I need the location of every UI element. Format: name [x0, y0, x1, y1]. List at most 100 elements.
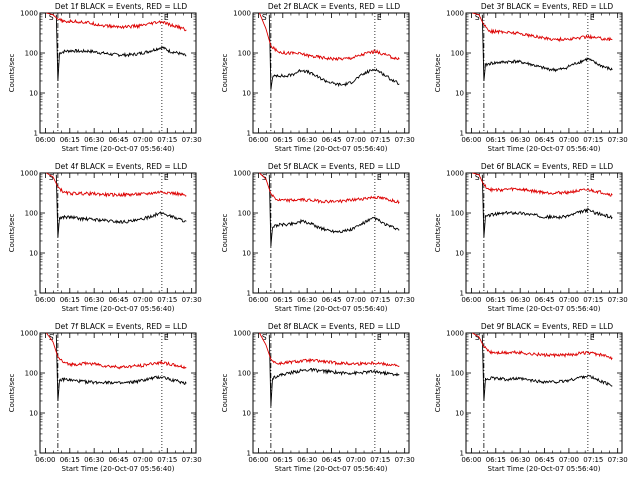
y-axis-label: Counts/sec	[434, 374, 442, 413]
marker-label-e: E	[164, 13, 169, 22]
x-tick-label: 06:30	[297, 456, 317, 464]
x-tick-label: 06:45	[534, 296, 554, 304]
y-tick-label: 100	[238, 210, 251, 218]
x-tick-label: 07:30	[182, 136, 202, 144]
marker-label-s: S	[262, 13, 267, 22]
y-tick-label: 1	[34, 290, 38, 298]
y-tick-label: 1	[34, 130, 38, 138]
x-tick-label: 06:30	[510, 456, 530, 464]
x-tick-label: 07:00	[133, 296, 153, 304]
x-tick-label: 07:30	[395, 456, 415, 464]
x-tick-label: 06:45	[108, 136, 128, 144]
x-tick-label: 07:30	[395, 296, 415, 304]
y-axis-label: Counts/sec	[221, 214, 229, 253]
x-tick-label: 06:45	[321, 136, 341, 144]
x-axis-label: Start Time (20-Oct-07 05:56:40)	[488, 305, 601, 313]
y-tick-label: 1000	[233, 170, 251, 178]
x-tick-label: 06:00	[248, 296, 268, 304]
x-tick-label: 07:15	[370, 456, 390, 464]
series-line-lld	[472, 332, 613, 361]
y-tick-label: 10	[455, 250, 464, 258]
x-tick-label: 06:15	[60, 456, 80, 464]
y-tick-label: 1	[460, 130, 464, 138]
x-tick-label: 07:15	[157, 456, 177, 464]
y-tick-label: 100	[238, 50, 251, 58]
x-tick-label: 06:15	[486, 456, 506, 464]
chart-title: Det 4f BLACK = Events, RED = LLD	[55, 162, 188, 171]
chart-title: Det 1f BLACK = Events, RED = LLD	[55, 2, 188, 11]
series-line-events	[55, 174, 187, 238]
y-axis-label: Counts/sec	[221, 54, 229, 93]
x-tick-label: 07:15	[157, 136, 177, 144]
y-tick-label: 100	[451, 210, 464, 218]
series-line-events	[55, 334, 187, 402]
y-tick-label: 1	[247, 290, 251, 298]
x-tick-label: 06:30	[297, 296, 317, 304]
x-tick-label: 06:30	[84, 456, 104, 464]
y-tick-label: 10	[29, 90, 38, 98]
y-axis-label: Counts/sec	[434, 214, 442, 253]
series-line-events	[268, 174, 400, 247]
series-line-events	[55, 14, 187, 82]
x-tick-label: 06:30	[84, 296, 104, 304]
plot-frame	[252, 172, 410, 294]
series-line-lld	[46, 172, 187, 198]
chart-5: Det 5f BLACK = Events, RED = LLD 1 10 100 10…	[221, 162, 415, 313]
plot-frame	[252, 12, 410, 134]
plot-frame	[465, 332, 623, 454]
y-tick-label: 10	[455, 410, 464, 418]
x-tick-label: 06:45	[534, 456, 554, 464]
series-line-lld	[472, 172, 613, 197]
plot-frame	[39, 12, 197, 134]
x-tick-label: 06:30	[510, 296, 530, 304]
x-tick-label: 06:00	[35, 136, 55, 144]
x-tick-label: 07:00	[133, 136, 153, 144]
x-tick-label: 07:00	[559, 456, 579, 464]
x-tick-label: 06:45	[321, 456, 341, 464]
detector-panel-1: Det 1f BLACK = Events, RED = LLD 1 10 100 10…	[0, 0, 213, 160]
marker-label-s: S	[49, 173, 54, 182]
plot-frame	[252, 332, 410, 454]
chart-title: Det 6f BLACK = Events, RED = LLD	[481, 162, 614, 171]
marker-label-e: E	[590, 173, 595, 182]
y-tick-label: 10	[29, 250, 38, 258]
x-tick-label: 07:00	[346, 136, 366, 144]
x-tick-label: 06:00	[35, 296, 55, 304]
x-tick-label: 06:15	[486, 296, 506, 304]
y-tick-label: 1000	[20, 330, 38, 338]
x-tick-label: 07:30	[182, 456, 202, 464]
series-line-lld	[259, 332, 400, 368]
x-tick-label: 07:30	[608, 296, 628, 304]
chart-2: Det 2f BLACK = Events, RED = LLD 1 10 100 10…	[221, 2, 415, 153]
y-tick-label: 10	[242, 90, 251, 98]
y-tick-label: 1	[460, 290, 464, 298]
x-tick-label: 06:00	[248, 136, 268, 144]
y-tick-label: 1	[460, 450, 464, 458]
y-tick-label: 1	[34, 450, 38, 458]
x-axis-label: Start Time (20-Oct-07 05:56:40)	[62, 465, 175, 473]
x-tick-label: 06:15	[273, 456, 293, 464]
x-tick-label: 06:45	[321, 296, 341, 304]
chart-6: Det 6f BLACK = Events, RED = LLD 1 10 100 10…	[434, 162, 628, 313]
detector-panel-8: Det 8f BLACK = Events, RED = LLD 1 10 100 10…	[213, 320, 426, 480]
x-tick-label: 06:45	[108, 296, 128, 304]
y-tick-label: 10	[242, 250, 251, 258]
y-tick-label: 10	[242, 410, 251, 418]
x-tick-label: 07:15	[583, 136, 603, 144]
x-axis-label: Start Time (20-Oct-07 05:56:40)	[275, 145, 388, 153]
marker-label-e: E	[164, 173, 169, 182]
x-tick-label: 06:00	[461, 136, 481, 144]
x-axis-label: Start Time (20-Oct-07 05:56:40)	[275, 305, 388, 313]
x-tick-label: 06:15	[486, 136, 506, 144]
x-tick-label: 07:00	[346, 296, 366, 304]
chart-title: Det 7f BLACK = Events, RED = LLD	[55, 322, 188, 331]
chart-4: Det 4f BLACK = Events, RED = LLD 1 10 100 10…	[8, 162, 202, 313]
chart-9: Det 9f BLACK = Events, RED = LLD 1 10 100 10…	[434, 322, 628, 473]
x-tick-label: 07:15	[370, 296, 390, 304]
x-tick-label: 07:15	[583, 456, 603, 464]
x-tick-label: 07:30	[182, 296, 202, 304]
x-tick-label: 06:00	[35, 456, 55, 464]
series-line-lld	[46, 12, 187, 32]
x-tick-label: 06:00	[248, 456, 268, 464]
